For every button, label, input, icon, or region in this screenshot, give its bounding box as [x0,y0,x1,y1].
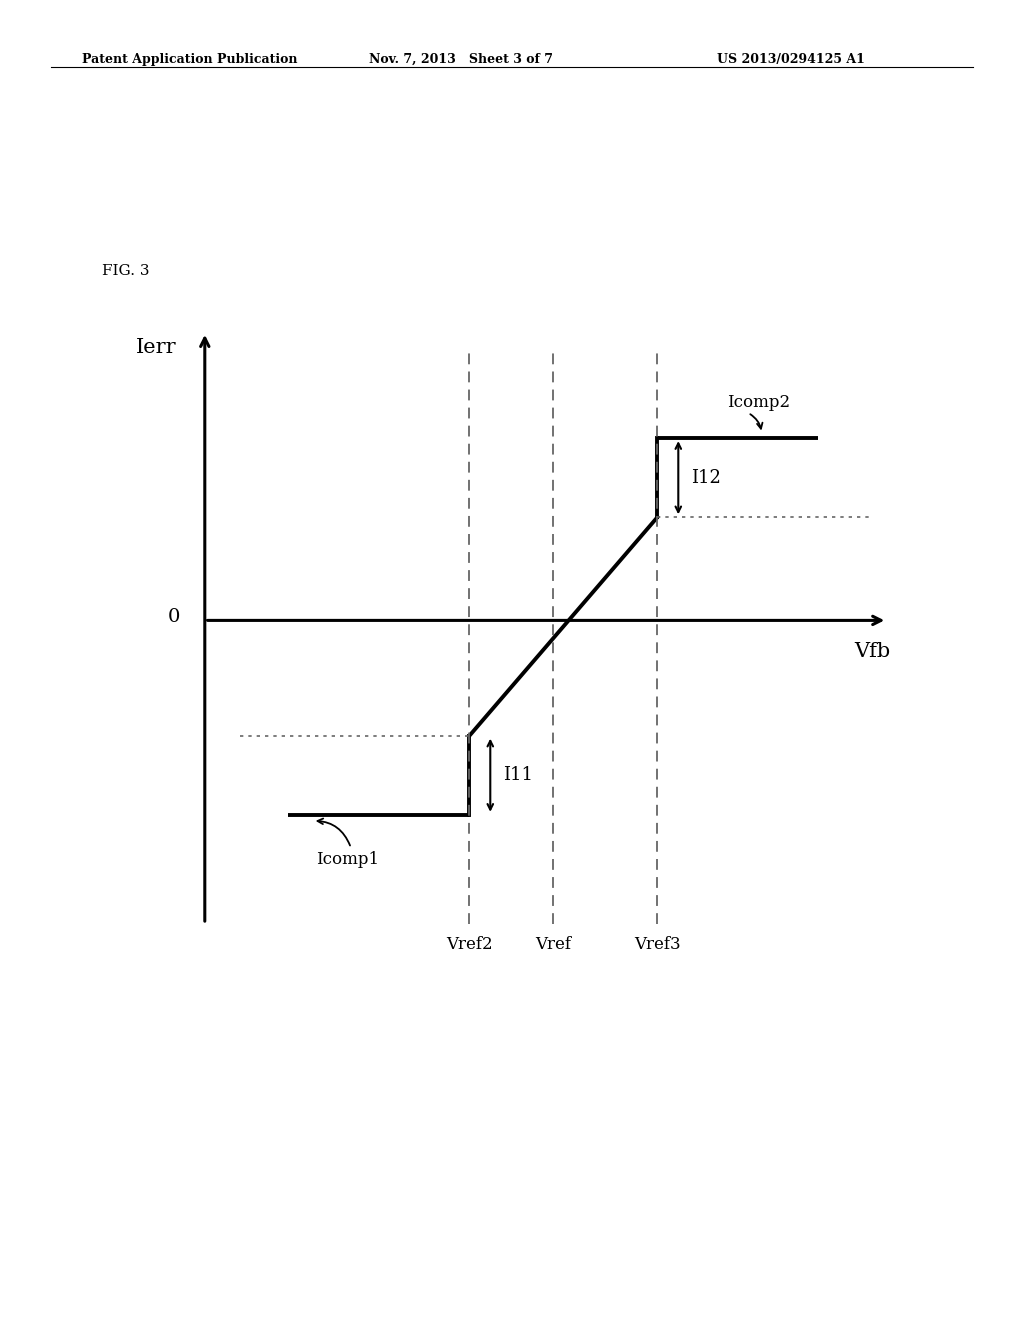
Text: Nov. 7, 2013   Sheet 3 of 7: Nov. 7, 2013 Sheet 3 of 7 [369,53,553,66]
Text: Patent Application Publication: Patent Application Publication [82,53,297,66]
Text: Vref3: Vref3 [634,936,681,953]
Text: 0: 0 [168,609,180,627]
Text: I11: I11 [503,766,532,784]
Text: Vfb: Vfb [855,642,891,660]
Text: FIG. 3: FIG. 3 [102,264,150,279]
Text: I12: I12 [691,469,721,487]
Text: US 2013/0294125 A1: US 2013/0294125 A1 [717,53,864,66]
Text: Ierr: Ierr [136,338,177,356]
Text: Vref: Vref [535,936,571,953]
Text: Icomp1: Icomp1 [316,851,379,869]
Text: Vref2: Vref2 [446,936,493,953]
Text: Icomp2: Icomp2 [727,393,791,411]
